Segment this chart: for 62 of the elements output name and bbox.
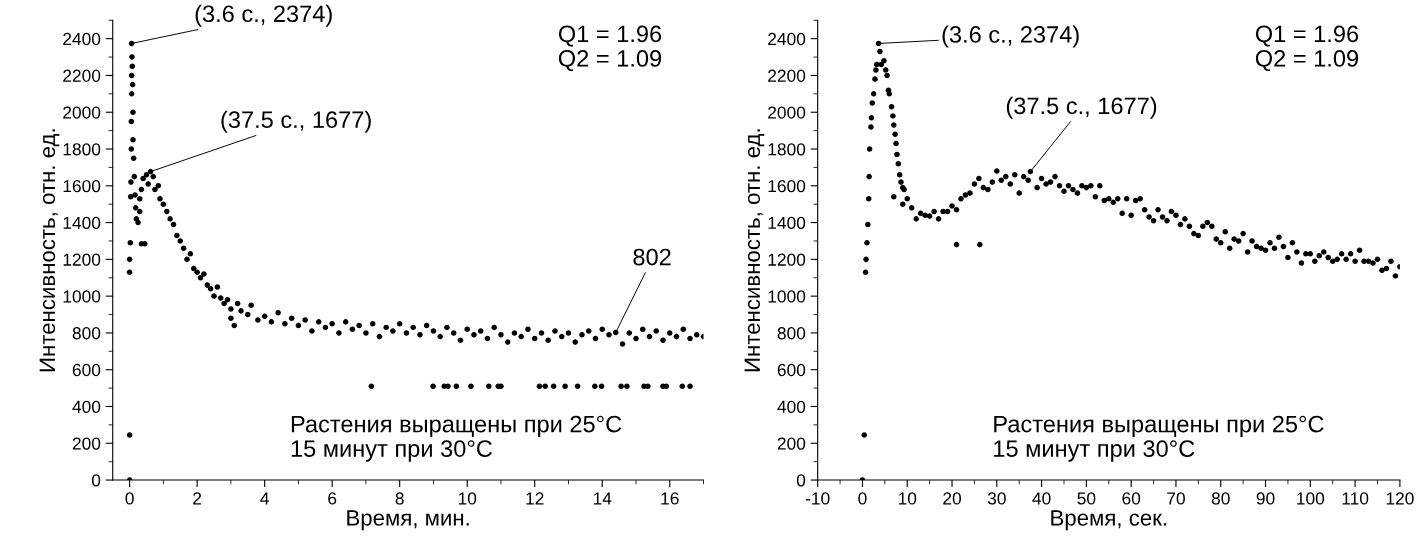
x-tick-label: 90 <box>1256 492 1275 505</box>
y-tick-label: 400 <box>72 400 101 413</box>
annotation: Растения выращены при 25°C 15 минут при 30°C <box>291 415 622 462</box>
x-tick-label: 0 <box>125 492 134 505</box>
y-tick-label: 1000 <box>63 290 101 303</box>
annotation: 802 <box>633 248 671 266</box>
x-tick-label: 110 <box>1342 492 1369 505</box>
y-tick-label: 800 <box>777 327 806 340</box>
y-axis-title: Интенсивность, отн. ед. <box>39 129 60 372</box>
x-tick-label: 10 <box>458 492 477 505</box>
x-tick-label: 0 <box>858 492 867 505</box>
y-tick-label: 2000 <box>768 106 806 119</box>
y-tick-label: 1200 <box>768 253 806 266</box>
y-tick-label: 1400 <box>63 216 101 230</box>
annotation: Растения выращены при 25°C 15 минут при 30°C <box>994 415 1324 462</box>
x-tick-label: 120 <box>1386 492 1414 505</box>
y-tick-label: 200 <box>777 437 806 450</box>
x-tick-label: 4 <box>260 492 269 505</box>
annotation: Q1 = 1.96 Q2 = 1.09 <box>1255 25 1359 72</box>
y-tick-label: 1000 <box>768 290 806 303</box>
x-tick-label: 2 <box>193 492 202 505</box>
annotation: (37.5 с., 1677) <box>221 110 371 133</box>
x-tick-label: 14 <box>593 492 612 505</box>
y-tick-label: 1800 <box>768 143 806 156</box>
x-tick-label: 12 <box>526 492 544 505</box>
y-axis-title: Интенсивность, отн. ед. <box>744 129 765 372</box>
x-tick-label: 80 <box>1211 492 1230 505</box>
y-tick-label: 2200 <box>63 69 101 82</box>
annotation: (3.6 с., 2374) <box>942 25 1079 48</box>
x-tick-label: 10 <box>898 492 917 505</box>
y-tick-label: 600 <box>777 363 806 377</box>
x-tick-label: 50 <box>1077 492 1096 505</box>
x-axis-title: Время, мин. <box>347 510 469 531</box>
y-tick-label: 800 <box>72 327 101 340</box>
x-tick-label: 70 <box>1167 492 1185 505</box>
x-tick-label: 100 <box>1297 492 1325 505</box>
x-tick-label: 16 <box>661 492 679 505</box>
y-tick-label: 0 <box>91 474 101 487</box>
annotation: (3.6 с., 2374) <box>195 4 332 27</box>
y-tick-label: 0 <box>796 474 806 487</box>
y-tick-label: 1200 <box>63 253 101 266</box>
x-tick-label: 20 <box>943 492 962 505</box>
y-tick-label: 600 <box>72 363 101 377</box>
y-tick-label: 200 <box>72 437 101 450</box>
y-tick-label: 1800 <box>63 143 101 156</box>
x-axis-title: Время, сек. <box>1051 510 1167 531</box>
y-tick-label: 1400 <box>768 216 806 230</box>
annotation: Q1 = 1.96 Q2 = 1.09 <box>558 25 662 72</box>
x-tick-label: 30 <box>987 492 1006 505</box>
annotation: (37.5 с., 1677) <box>1006 96 1157 119</box>
x-tick-label: -10 <box>805 492 830 505</box>
x-tick-label: 60 <box>1122 492 1141 505</box>
y-tick-label: 2400 <box>63 32 101 46</box>
x-tick-label: 8 <box>395 492 404 505</box>
y-tick-label: 2400 <box>768 32 806 46</box>
x-tick-label: 6 <box>328 492 337 505</box>
y-tick-label: 400 <box>777 400 806 413</box>
y-tick-label: 2000 <box>63 106 101 119</box>
x-tick-label: 40 <box>1032 492 1051 505</box>
y-tick-label: 1600 <box>63 179 101 193</box>
y-tick-label: 2200 <box>768 69 806 82</box>
y-tick-label: 1600 <box>768 179 806 193</box>
